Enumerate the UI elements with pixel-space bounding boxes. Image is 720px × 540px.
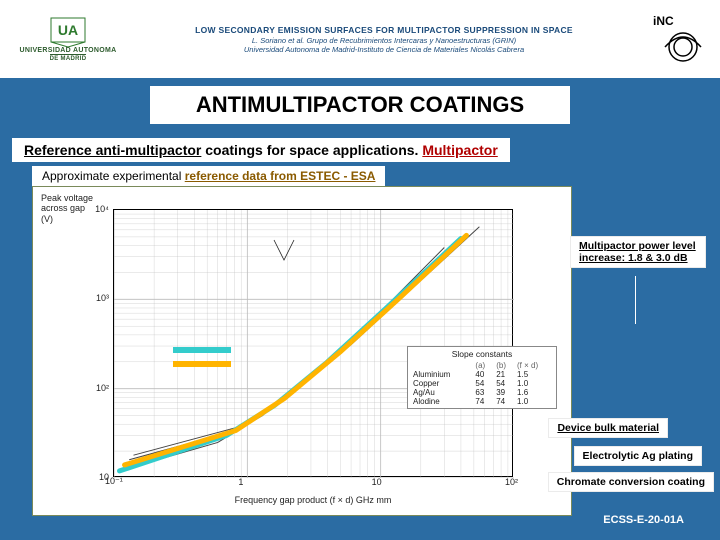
- chart-container: Peak voltageacross gap(V) Multipactor su…: [32, 186, 572, 516]
- approx-emph: reference data from ESTEC - ESA: [185, 169, 376, 183]
- university-logo: UA UNIVERSIDAD AUTONOMA DE MADRID: [8, 9, 128, 69]
- legend-swatch-aqua: [173, 347, 231, 353]
- university-name-1: UNIVERSIDAD AUTONOMA: [19, 47, 116, 54]
- approx-prefix: Approximate experimental: [42, 169, 185, 183]
- chart-plot-area: [113, 209, 513, 477]
- callout-bulk-text: Device bulk material: [557, 422, 659, 434]
- xtick: 10²: [505, 477, 518, 487]
- main-title: ANTIMULTIPACTOR COATINGS: [150, 86, 570, 124]
- callout-plating-text: Electrolytic Ag plating: [583, 450, 693, 462]
- callout-plating: Electrolytic Ag plating: [574, 446, 702, 466]
- ytick: 10³: [89, 293, 109, 303]
- xtick: 1: [238, 477, 243, 487]
- subtitle-ul: Reference anti-multipactor: [24, 142, 201, 158]
- callout-chromate: Chromate conversion coating: [548, 472, 714, 492]
- ytick: 10⁴: [89, 204, 109, 214]
- subtitle-mid: coatings for space applications.: [201, 142, 422, 158]
- legend-swatch-gold: [173, 361, 231, 367]
- callout-chromate-text: Chromate conversion coating: [557, 476, 705, 488]
- ua-shield-icon: UA: [50, 17, 86, 47]
- header-title-3: Universidad Autonoma de Madrid-Instituto…: [134, 45, 634, 54]
- xtick: 10⁻¹: [105, 476, 123, 487]
- inc-logo: iNC: [640, 9, 710, 69]
- chart-svg: [114, 210, 514, 478]
- approx-box: Approximate experimental reference data …: [32, 166, 385, 186]
- subtitle-red: Multipactor: [422, 142, 497, 158]
- chart-xlabel: Frequency gap product (f × d) GHz mm: [113, 495, 513, 505]
- standard-reference: ECSS-E-20-01A: [603, 514, 684, 526]
- header-center: LOW SECONDARY EMISSION SURFACES FOR MULT…: [128, 21, 640, 58]
- university-name-2: DE MADRID: [50, 54, 87, 62]
- header-title-1: LOW SECONDARY EMISSION SURFACES FOR MULT…: [134, 25, 634, 35]
- inc-label-text: iNC: [653, 14, 674, 28]
- subtitle-box: Reference anti-multipactor coatings for …: [12, 138, 510, 162]
- xtick: 10: [372, 477, 382, 487]
- header-title-2: L. Soriano et al. Grupo de Recubrimiento…: [134, 36, 634, 45]
- callout-bulk: Device bulk material: [548, 418, 668, 438]
- slope-constants-table: Slope constants(a)(b)(f × d)Aluminium402…: [407, 346, 557, 409]
- callout-power: Multipactor power level increase: 1.8 & …: [570, 236, 706, 268]
- callout-power-text: Multipactor power level increase: 1.8 & …: [579, 240, 696, 264]
- leader-1: [635, 276, 636, 324]
- ytick: 10²: [89, 383, 109, 393]
- svg-text:UA: UA: [58, 22, 78, 38]
